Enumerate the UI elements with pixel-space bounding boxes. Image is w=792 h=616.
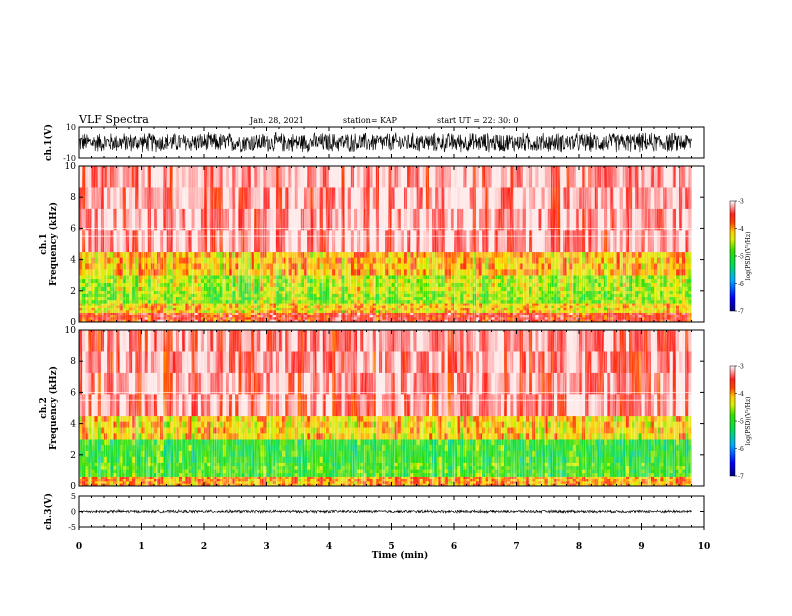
y-tick-label: 10 — [65, 162, 77, 172]
y-axis-label: ch.1(V) — [43, 124, 54, 161]
station-label: station= KAP — [343, 116, 398, 125]
no-data-area — [692, 166, 705, 322]
y-tick-label: 10 — [66, 123, 76, 132]
y-tick-label: 4 — [70, 256, 76, 266]
y-tick-label: 2 — [70, 287, 76, 297]
y-tick-label: 8 — [70, 193, 76, 203]
spectrogram-noise — [79, 166, 692, 322]
start-time-label: start UT = 22: 30: 0 — [437, 116, 518, 125]
figure-title: VLF Spectra — [78, 113, 149, 126]
waveform-trace — [79, 132, 692, 152]
y-tick-label: 6 — [70, 224, 76, 234]
y-axis-label: Frequency (kHz) — [48, 202, 59, 286]
date-label: Jan. 28, 2021 — [249, 116, 304, 125]
y-axis-label: ch.1 — [39, 233, 49, 254]
